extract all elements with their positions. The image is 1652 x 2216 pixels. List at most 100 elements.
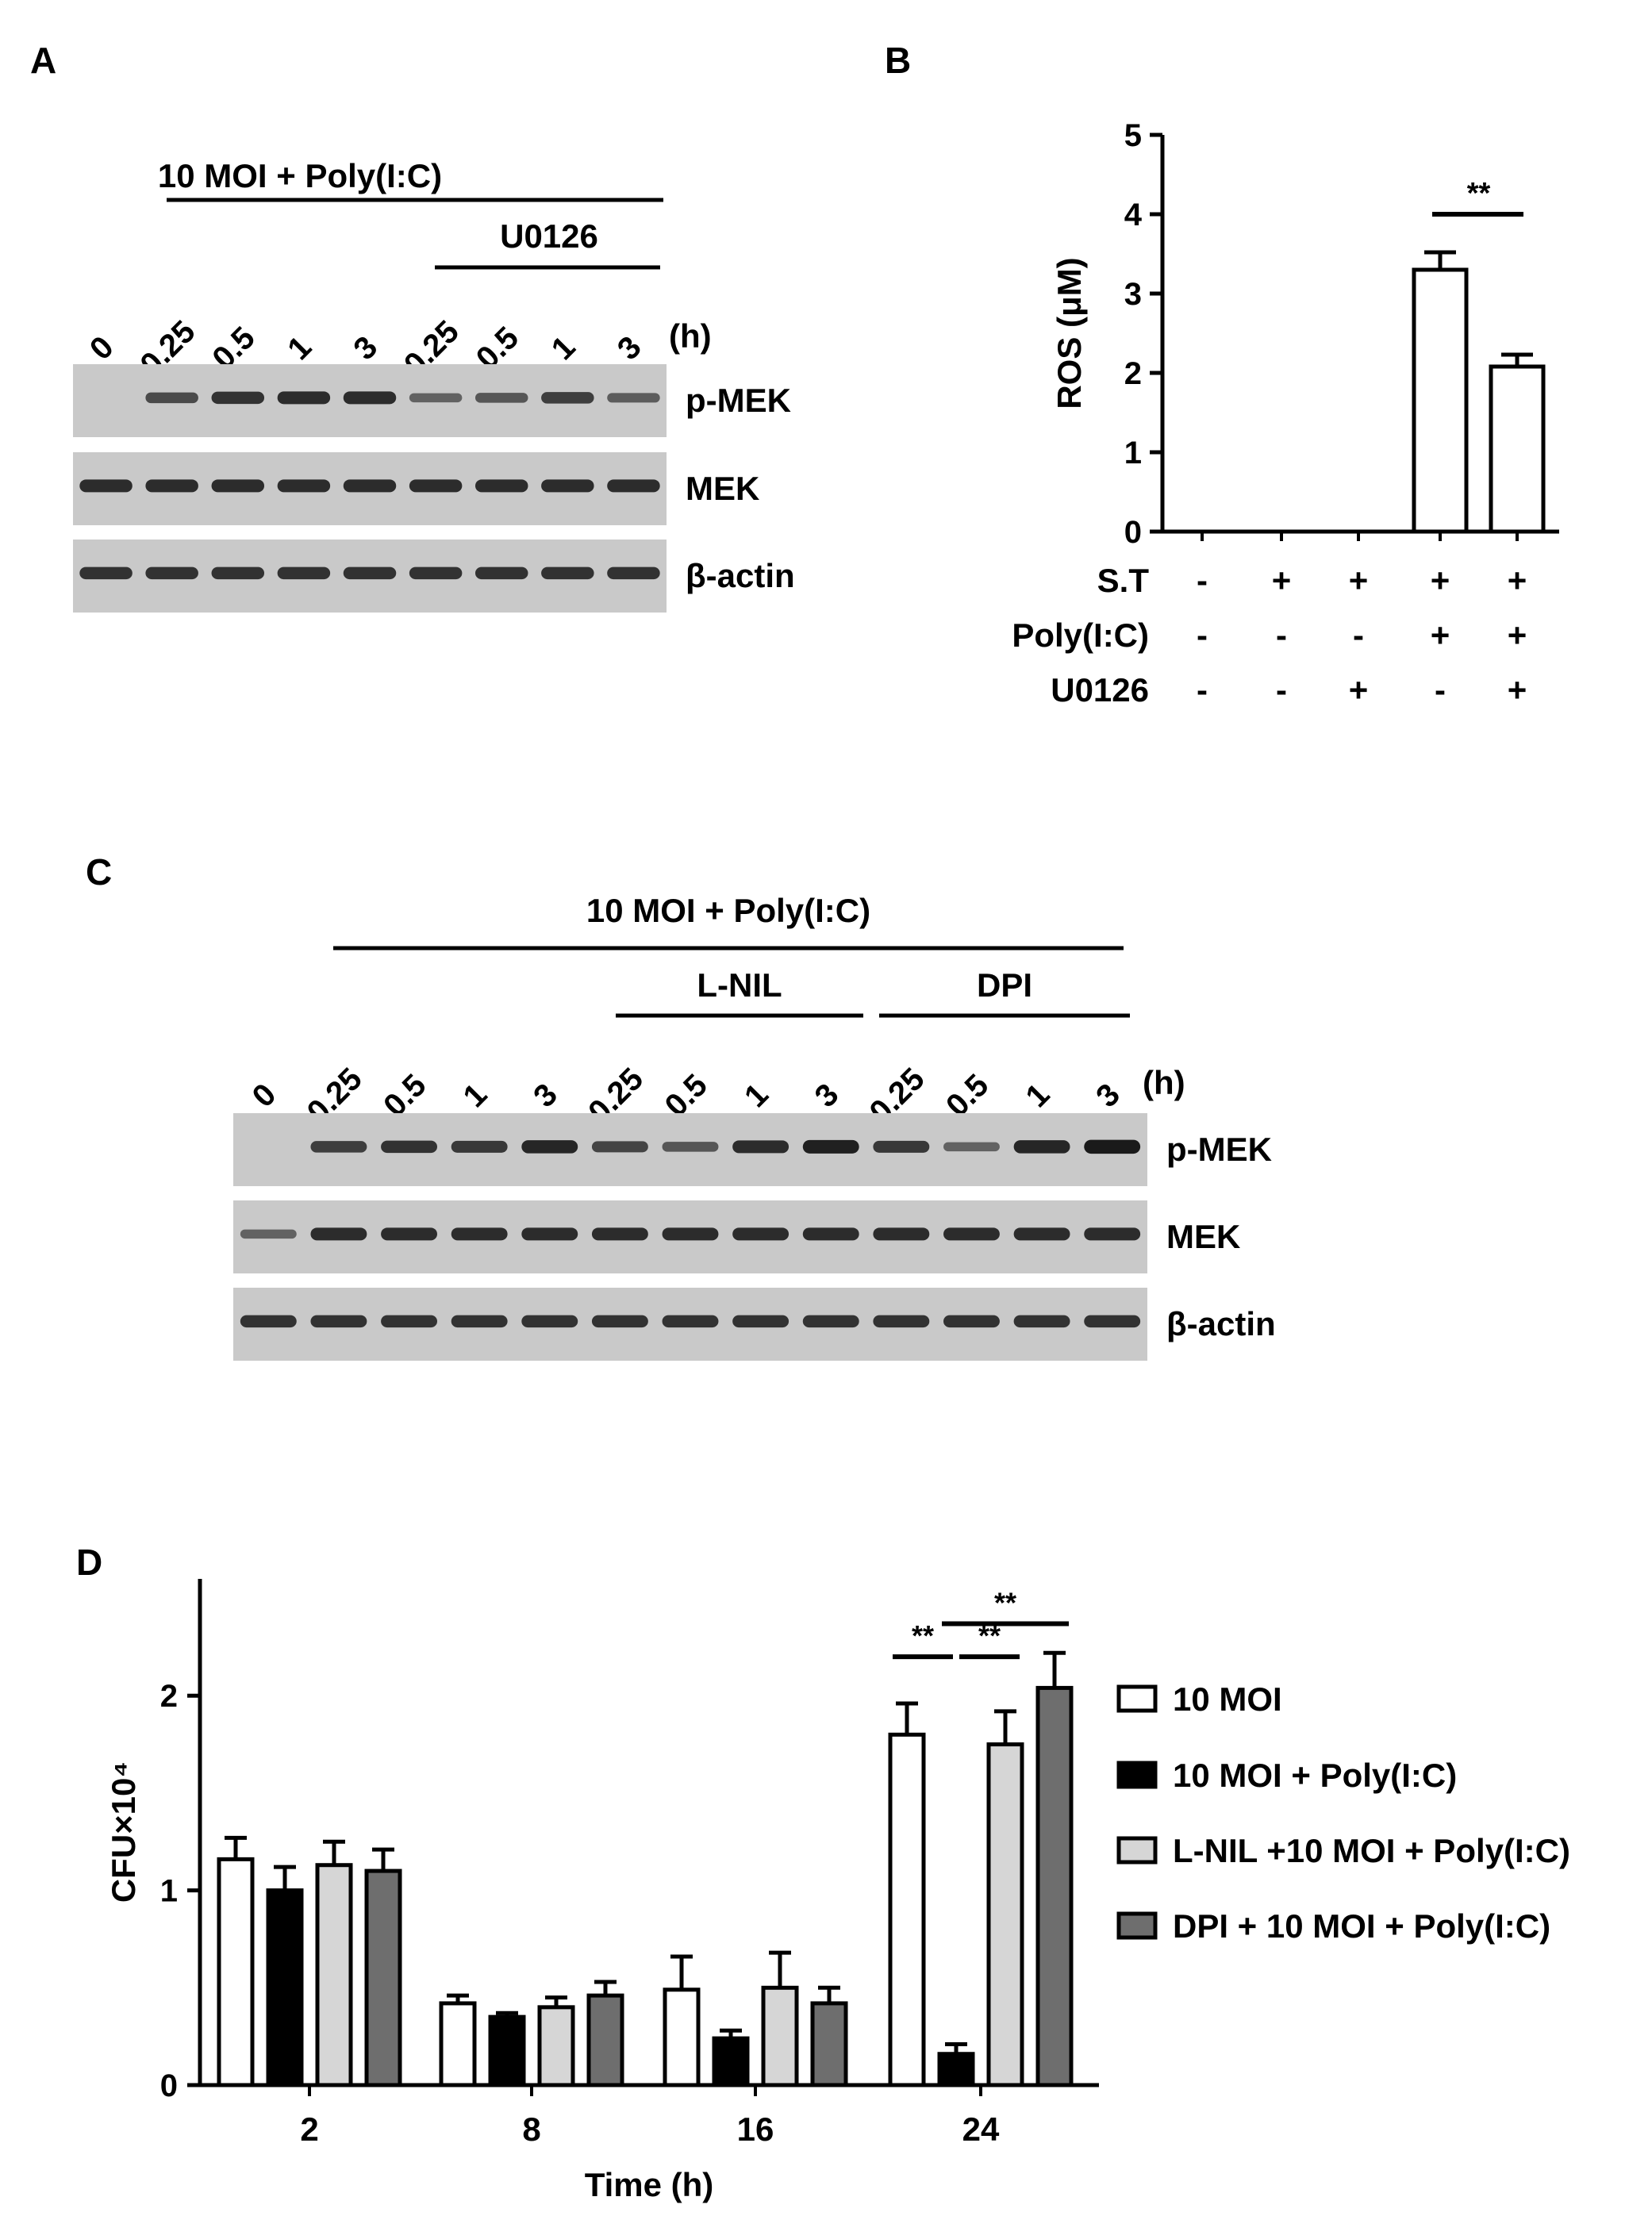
blot-band: [145, 479, 198, 493]
blot-band: [662, 1315, 719, 1328]
blot-label: p-MEK: [1166, 1131, 1272, 1168]
legend-label: DPI + 10 MOI + Poly(I:C): [1173, 1907, 1550, 1945]
y-tick-label: 4: [1124, 198, 1143, 232]
bar: [488, 2014, 526, 2087]
x-tick-label: 2: [300, 2110, 318, 2148]
blot-band: [802, 1227, 859, 1241]
blot-band: [1084, 1139, 1141, 1154]
x-axis-label: Time (h): [585, 2166, 714, 2203]
blot-band: [607, 479, 660, 493]
bar: [712, 2036, 750, 2087]
lane-label: 3: [611, 329, 648, 367]
blot-label: p-MEK: [686, 382, 791, 419]
condition-sign: -: [1197, 616, 1208, 654]
blot-band: [474, 393, 528, 403]
blot-band: [79, 479, 133, 493]
y-axis-label: CFU×10⁴: [105, 1761, 142, 1903]
blot-band: [145, 566, 198, 580]
blot-band: [521, 1227, 578, 1241]
y-tick-label: 2: [1124, 356, 1142, 391]
blot-band: [662, 1227, 719, 1241]
blot-band: [591, 1141, 648, 1153]
condition-sign: -: [1435, 671, 1446, 709]
blot-band: [1084, 1227, 1141, 1241]
condition-sign: -: [1276, 671, 1287, 709]
y-tick-label: 0: [1124, 515, 1142, 550]
y-axis-label: ROS (μM): [1051, 257, 1088, 409]
blot-band: [343, 566, 397, 580]
panel-b-letter: B: [885, 40, 911, 81]
panel-a: A 10 MOI + Poly(I:C) U0126 0 0.25 0.5 1 3 0.2…: [30, 40, 795, 613]
blot-band: [451, 1315, 508, 1328]
blot-band: [732, 1227, 790, 1241]
panel-a-inhibitor-label: U0126: [500, 217, 598, 255]
blot-band: [240, 1229, 297, 1239]
legend-swatch: [1116, 1911, 1158, 1940]
blot-band: [943, 1227, 1000, 1241]
blot-band: [474, 566, 528, 580]
blot-band: [802, 1139, 859, 1154]
blot-band: [310, 1315, 367, 1328]
blot-label: β-actin: [1166, 1305, 1276, 1342]
panel-b: B 0 1 2 3 4 5 ROS (μM) ** S.T - + + + + Poly(I:C) - - - + +…: [885, 40, 1559, 709]
y-tick-label: 1: [160, 1874, 178, 1909]
blot-band: [211, 391, 265, 405]
lane-label: 0: [246, 1077, 283, 1114]
blot-band: [591, 1227, 648, 1241]
bar: [986, 1742, 1024, 2087]
blot-band: [732, 1315, 790, 1328]
panel-c-inhibitor-lnil: L-NIL: [697, 966, 782, 1004]
condition-label: U0126: [1051, 671, 1149, 709]
blot-band: [381, 1227, 437, 1241]
y-tick-label: 0: [160, 2068, 178, 2103]
blot-band: [662, 1142, 719, 1152]
x-tick-label: 24: [962, 2110, 1000, 2148]
panel-a-time-unit: (h): [669, 317, 712, 355]
blot-band: [873, 1227, 930, 1241]
condition-sign: -: [1197, 671, 1208, 709]
bar: [315, 1863, 353, 2087]
bar: [537, 2005, 575, 2087]
blot-band: [409, 393, 463, 403]
blot-label: MEK: [686, 470, 759, 507]
legend-label: 10 MOI + Poly(I:C): [1173, 1757, 1457, 1794]
condition-sign: +: [1508, 616, 1527, 654]
blot-band: [802, 1315, 859, 1328]
blot-band: [240, 1315, 297, 1328]
blot-band: [211, 479, 265, 493]
condition-sign: +: [1349, 671, 1369, 709]
panel-d-letter: D: [76, 1542, 102, 1583]
blot-band: [873, 1140, 930, 1153]
bar: [761, 1985, 799, 2087]
panel-c: C 10 MOI + Poly(I:C) L-NIL DPI 0 0.25 0.5 1…: [86, 851, 1276, 1361]
condition-sign: +: [1349, 562, 1369, 599]
blot-band: [310, 1141, 367, 1153]
condition-sign: -: [1276, 616, 1287, 654]
panel-c-letter: C: [86, 851, 112, 893]
y-tick-label: 1: [1124, 436, 1142, 470]
x-tick-label: 8: [522, 2110, 540, 2148]
blot-band: [1013, 1315, 1070, 1328]
blot-band: [521, 1315, 578, 1328]
blot-band: [541, 392, 594, 404]
legend-swatch: [1116, 1761, 1158, 1789]
blot-band: [277, 479, 331, 493]
panel-c-time-unit: (h): [1143, 1064, 1185, 1101]
blot-band: [381, 1315, 437, 1328]
bar: [217, 1857, 255, 2087]
blot-band: [277, 391, 331, 405]
lane-label: 3: [809, 1077, 846, 1114]
condition-sign: +: [1431, 616, 1450, 654]
blot-band: [541, 479, 594, 493]
blot-band: [145, 392, 198, 404]
condition-label: S.T: [1097, 562, 1150, 599]
bar: [937, 2052, 975, 2087]
bar: [663, 1987, 701, 2087]
blot-band: [541, 566, 594, 580]
panel-d-legend: 10 MOI 10 MOI + Poly(I:C) L-NIL +10 MOI + …: [1116, 1680, 1570, 1945]
bar: [364, 1868, 402, 2087]
lane-label: 1: [545, 329, 582, 367]
